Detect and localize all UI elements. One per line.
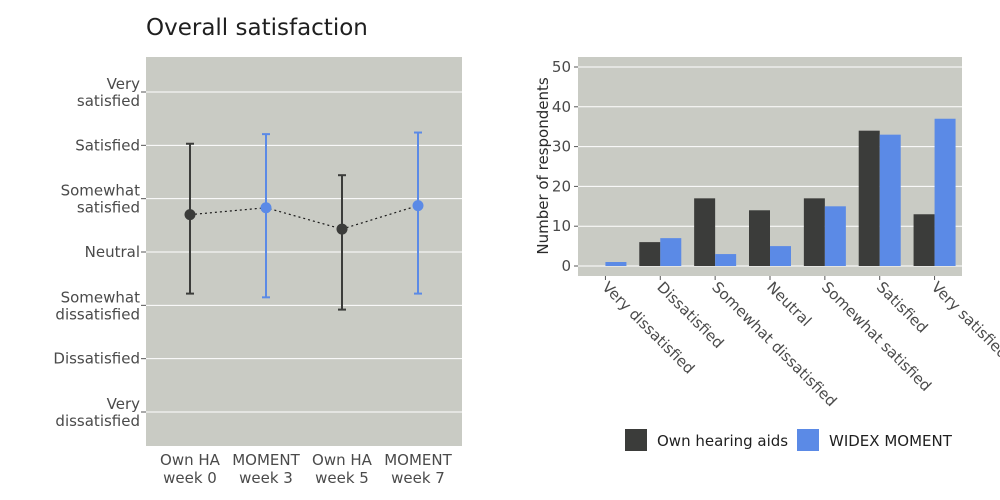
legend-swatch-own xyxy=(625,429,647,451)
legend-label-own: Own hearing aids xyxy=(657,432,788,450)
x-tick-label-line: MOMENT xyxy=(232,451,300,469)
x-tick-label-line: week 5 xyxy=(315,469,369,487)
x-tick-label: Own HA week 0 xyxy=(160,451,221,487)
y-tick-label: Dissatisfied xyxy=(53,350,140,368)
bar-moment xyxy=(660,238,682,266)
bar-moment xyxy=(879,134,901,266)
x-tick-label: MOMENT week 3 xyxy=(232,451,300,487)
y-tick-label-line: Neutral xyxy=(85,243,140,261)
y-tick-label-line: satisfied xyxy=(77,92,140,110)
y-tick-label: 50 xyxy=(552,58,571,76)
y-tick-label-line: Very xyxy=(107,395,140,413)
x-tick-label-line: MOMENT xyxy=(384,451,452,469)
x-tick-label: Own HA week 5 xyxy=(312,451,373,487)
mean-point xyxy=(336,223,348,235)
bar-own xyxy=(803,198,825,266)
y-tick-label: 20 xyxy=(552,177,571,195)
y-tick-label: Neutral xyxy=(85,243,140,261)
x-tick-label-line: week 7 xyxy=(391,469,445,487)
bar-moment xyxy=(824,206,846,266)
chart-title: Overall satisfaction xyxy=(146,15,368,41)
mean-point xyxy=(412,200,424,212)
x-tick-label-line: Own HA xyxy=(160,451,221,469)
y-tick-label-line: Somewhat xyxy=(61,182,141,200)
y-tick-label: Somewhat dissatisfied xyxy=(55,288,140,323)
x-tick-label-line: Own HA xyxy=(312,451,373,469)
y-tick-label-line: Very xyxy=(107,75,140,93)
y-tick-label: Somewhat satisfied xyxy=(61,182,141,217)
y-tick-label: 30 xyxy=(552,138,571,156)
legend: Own hearing aids WIDEX MOMENT xyxy=(625,429,953,451)
y-tick-label-line: Dissatisfied xyxy=(53,350,140,368)
bar-moment xyxy=(715,254,737,266)
bar-own xyxy=(858,130,880,266)
y-tick-label: Very satisfied xyxy=(77,75,140,110)
y-tick-label-line: Somewhat xyxy=(61,288,141,306)
x-tick-label: Neutral xyxy=(763,278,815,330)
y-tick-label: 10 xyxy=(552,217,571,235)
y-tick-label: Very dissatisfied xyxy=(55,395,140,430)
x-tick-label: MOMENT week 7 xyxy=(384,451,452,487)
bar-own xyxy=(749,210,770,266)
legend-label-moment: WIDEX MOMENT xyxy=(829,432,953,450)
bar-moment xyxy=(605,262,627,266)
bar-own xyxy=(639,242,661,266)
mean-connector-line xyxy=(189,205,419,230)
x-tick-label-line: week 0 xyxy=(163,469,217,487)
y-tick-label: Satisfied xyxy=(75,136,140,154)
y-tick-label-line: dissatisfied xyxy=(55,412,140,430)
y-tick-label-line: dissatisfied xyxy=(55,305,140,323)
mean-point xyxy=(260,202,272,214)
mean-point xyxy=(184,209,196,221)
x-tick-label: Very satisfied xyxy=(928,278,1000,362)
x-tick-label: Somewhat satisfied xyxy=(818,278,935,395)
bar-own xyxy=(913,214,935,266)
x-tick-label-line: week 3 xyxy=(239,469,293,487)
x-tick-label: Very dissatisfied xyxy=(599,278,699,378)
bar-moment xyxy=(934,118,956,267)
y-tick-label: 0 xyxy=(561,257,571,275)
y-tick-label-line: Satisfied xyxy=(75,136,140,154)
y-tick-label-line: satisfied xyxy=(77,199,140,217)
y-axis-label: Number of respondents xyxy=(534,77,552,254)
bar-moment xyxy=(770,246,791,266)
legend-swatch-moment xyxy=(797,429,819,451)
bar-own xyxy=(694,198,716,266)
y-tick-label: 40 xyxy=(552,98,571,116)
